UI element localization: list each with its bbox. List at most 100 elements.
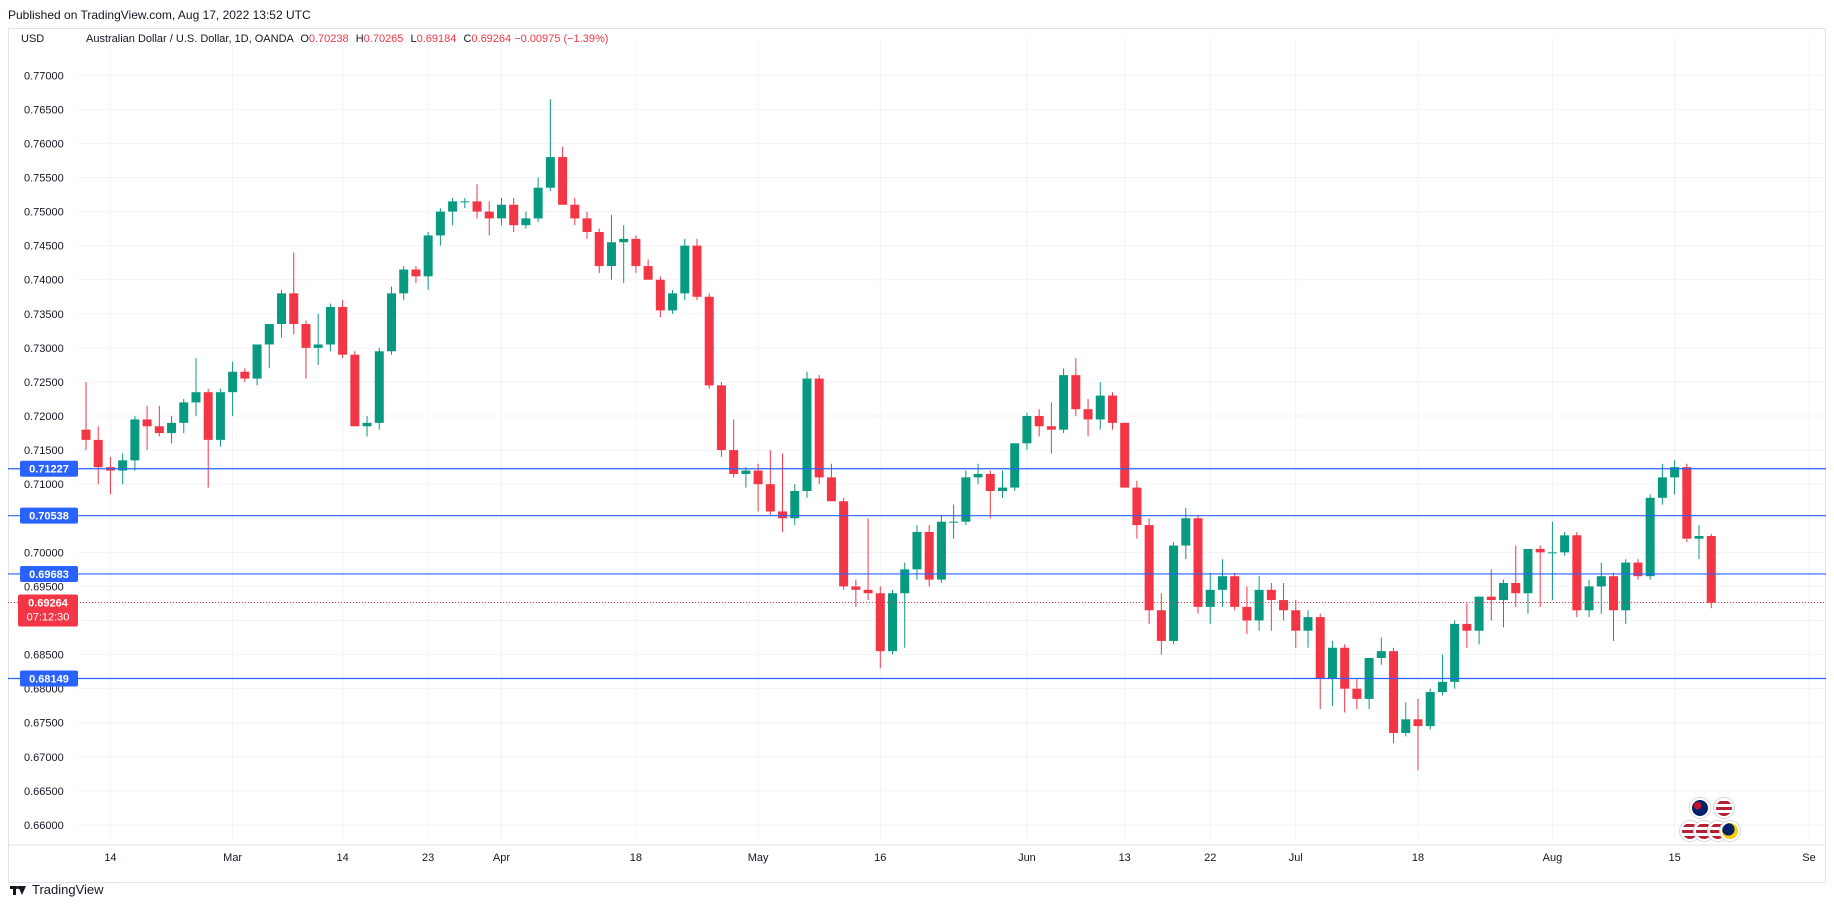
legend-bar: Australian Dollar / U.S. Dollar, 1D, OAN… [86, 33, 608, 45]
footer-brand: TradingView [32, 882, 104, 897]
candle-body [1046, 426, 1056, 430]
candle-body [1327, 647, 1337, 679]
candle-body [374, 351, 384, 423]
candle-body [814, 378, 824, 478]
x-tick-label: 16 [874, 852, 886, 864]
y-tick-label: 0.67000 [24, 752, 64, 764]
legend-close-label: C [463, 33, 472, 45]
y-tick-label: 0.76500 [24, 104, 64, 116]
last-price-label: 0.69264 [28, 598, 69, 610]
candle-body [1193, 518, 1203, 607]
candle-body [93, 439, 103, 468]
candle-body [570, 204, 580, 219]
x-tick-label: 15 [1668, 852, 1680, 864]
candle-body [802, 378, 812, 492]
x-tick-label: Mar [223, 852, 242, 864]
candle-body [1437, 681, 1447, 693]
x-tick-label: 22 [1204, 852, 1216, 864]
candle-body [411, 269, 421, 277]
candle-body [924, 531, 934, 580]
au-flag-icon[interactable] [1690, 798, 1710, 818]
candle-body [472, 201, 482, 212]
candle-body [1462, 623, 1472, 631]
candle-body [912, 531, 922, 570]
y-tick-label: 0.67500 [24, 718, 64, 730]
x-tick-label: Apr [493, 852, 510, 864]
candle-body [1181, 518, 1191, 546]
candle-body [1657, 477, 1667, 498]
candle-body [521, 218, 531, 226]
legend-low-label: L [410, 33, 417, 45]
candle-body [961, 477, 971, 522]
level-label: 0.71227 [29, 464, 69, 476]
candle-body [130, 419, 140, 461]
candle-body [301, 324, 311, 348]
candle-body [240, 371, 250, 379]
candle-body [1340, 647, 1350, 689]
legend-open-label: O [300, 33, 309, 45]
candle-body [680, 245, 690, 294]
candle-body [1645, 497, 1655, 577]
y-tick-label: 0.72500 [24, 377, 64, 389]
y-tick-label: 0.66000 [24, 820, 64, 832]
y-tick-label: 0.66500 [24, 786, 64, 798]
legend-close-value: 0.69264 [471, 33, 512, 45]
candle-body [582, 218, 592, 233]
level-label-bg [20, 670, 78, 687]
candle-body [1095, 395, 1105, 420]
candle-body [1352, 688, 1362, 699]
us-flag-icon[interactable] [1714, 798, 1734, 818]
candle-body [949, 521, 959, 523]
x-tick-label: 14 [336, 852, 348, 864]
candle-body [167, 422, 177, 434]
candle-body [350, 354, 360, 427]
candle-body [729, 450, 739, 474]
candle-body [1682, 467, 1692, 539]
candle-body [594, 232, 604, 267]
tradingview-logo-icon [10, 884, 28, 896]
candle-body [1609, 576, 1618, 611]
y-tick-label: 0.72000 [24, 411, 64, 423]
candle-body [1120, 422, 1130, 488]
currency-label: USD [21, 33, 45, 45]
y-tick-label: 0.70000 [24, 547, 64, 559]
y-tick-label: 0.71000 [24, 479, 64, 491]
candle-body [289, 293, 299, 325]
candle-body [1401, 719, 1411, 733]
candle-body [985, 473, 995, 492]
candle-body [264, 324, 274, 345]
y-tick-label: 0.74000 [24, 275, 64, 287]
candle-body [313, 344, 323, 348]
candle-body [1083, 409, 1093, 420]
legend-high-label: H [355, 33, 364, 45]
candle-body [277, 293, 287, 325]
candle-body [1706, 535, 1716, 603]
candle-body [655, 279, 665, 311]
candle-body [484, 211, 494, 219]
candle-body [1034, 416, 1044, 427]
candle-body [1584, 586, 1594, 611]
candle-body [1511, 583, 1521, 594]
legend-open-value: 0.70238 [308, 33, 349, 45]
candle-body [1633, 562, 1643, 577]
candle-body [387, 293, 396, 352]
candle-body [81, 429, 91, 440]
candle-body [778, 511, 788, 519]
legend-high-value: 0.70265 [363, 33, 404, 45]
y-tick-label: 0.74500 [24, 241, 64, 253]
candle-body [863, 589, 873, 594]
candle-body [1560, 535, 1570, 553]
candle-body [1169, 545, 1179, 641]
candle-body [1107, 395, 1117, 423]
candle-body [338, 306, 348, 355]
candle-body [1303, 617, 1313, 631]
candle-body [203, 392, 213, 440]
candle-body [1230, 576, 1240, 607]
candle-body [973, 473, 983, 478]
candle-body [460, 201, 470, 203]
candle-body [435, 211, 445, 236]
au-flag-icon[interactable] [1720, 821, 1740, 841]
y-tick-label: 0.68000 [24, 684, 64, 696]
x-tick-label: May [748, 852, 769, 864]
